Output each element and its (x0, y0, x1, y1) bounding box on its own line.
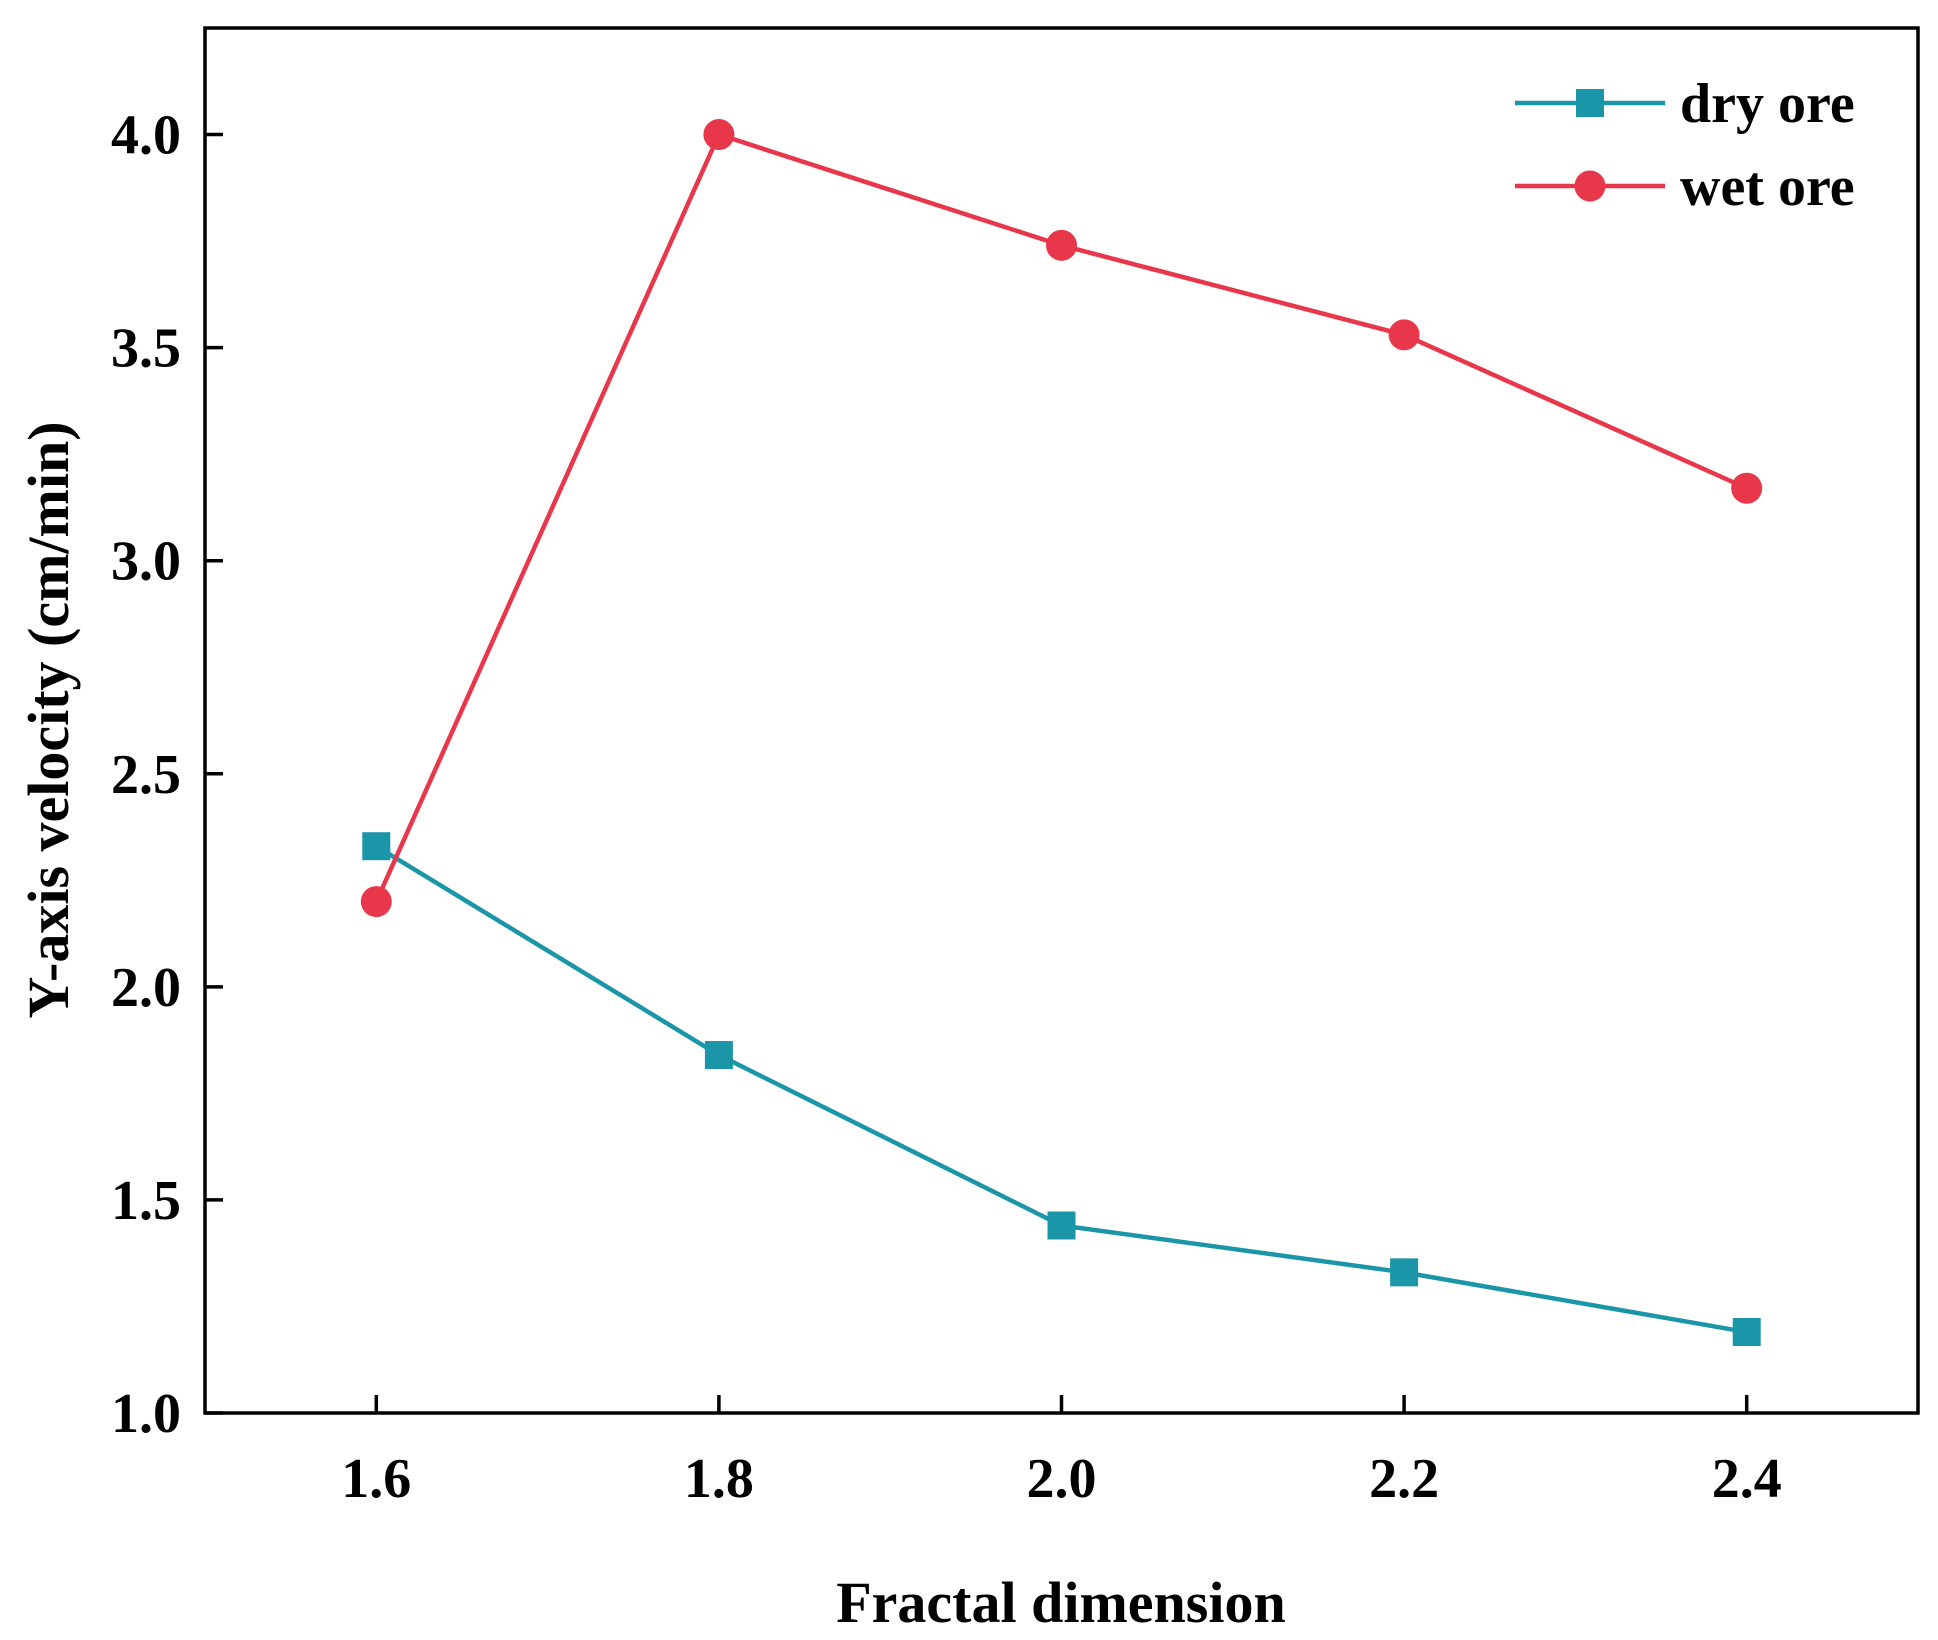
data-point-wet-ore (1046, 229, 1077, 261)
y-tick-label: 1.0 (111, 1383, 181, 1445)
data-point-dry-ore (1732, 1318, 1761, 1347)
legend-label-wet-ore: wet ore (1680, 156, 1855, 218)
y-tick-label: 1.5 (111, 1170, 181, 1232)
y-tick-label: 3.5 (111, 318, 181, 380)
x-axis-ticks: 1.6 1.8 2.0 2.2 2.4 (341, 1395, 1782, 1510)
data-point-wet-ore (360, 886, 392, 918)
legend-item-wet-ore: wet ore (1515, 156, 1855, 218)
y-tick-label: 2.0 (111, 957, 181, 1019)
y-tick-label: 3.0 (111, 531, 181, 593)
legend-item-dry-ore: dry ore (1515, 73, 1855, 135)
y-axis-title: Y-axis velocity (cm/min) (16, 421, 81, 1018)
series-layer (360, 119, 1763, 1347)
data-point-dry-ore (362, 832, 391, 861)
x-tick-label: 2.4 (1712, 1448, 1782, 1510)
x-tick-label: 2.2 (1369, 1448, 1439, 1510)
y-tick-label: 2.5 (111, 744, 181, 806)
y-axis-ticks: 1.0 1.5 2.0 2.5 3.0 3.5 4.0 (111, 105, 223, 1445)
data-point-dry-ore (704, 1041, 733, 1070)
legend-label-dry-ore: dry ore (1680, 73, 1855, 135)
x-tick-label: 1.6 (341, 1448, 411, 1510)
series-line-dry-ore (375, 844, 1748, 1335)
x-tick-label: 1.8 (684, 1448, 754, 1510)
data-point-wet-ore (703, 119, 735, 151)
legend: dry ore wet ore (1515, 73, 1855, 218)
data-point-wet-ore (1388, 319, 1420, 351)
x-tick-label: 2.0 (1027, 1448, 1097, 1510)
series-wet-ore (360, 119, 1763, 918)
x-axis-title: Fractal dimension (836, 1570, 1285, 1635)
series-dry-ore (362, 832, 1761, 1347)
data-point-wet-ore (1731, 472, 1763, 504)
data-point-dry-ore (1390, 1258, 1419, 1287)
y-tick-label: 4.0 (111, 105, 181, 167)
legend-marker-wet-ore (1574, 170, 1606, 202)
data-point-dry-ore (1047, 1211, 1076, 1240)
legend-marker-dry-ore (1576, 89, 1604, 117)
